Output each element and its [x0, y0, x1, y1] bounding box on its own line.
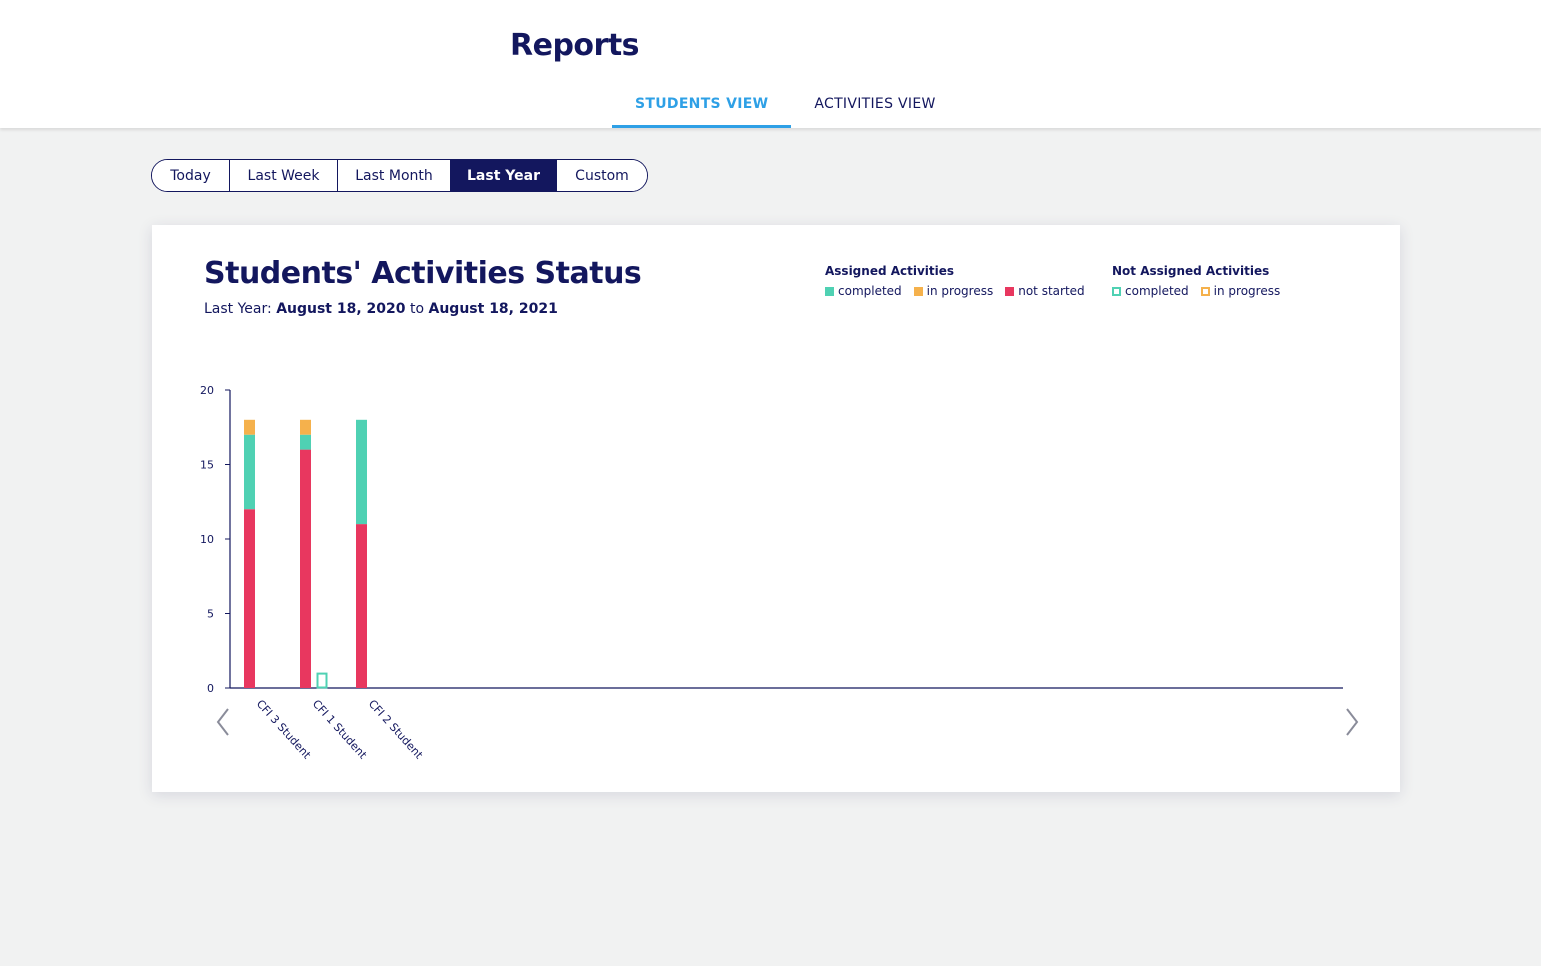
y-tick-label: 20 [200, 384, 214, 397]
range-last-month-button[interactable]: Last Month [338, 160, 451, 191]
y-tick-label: 10 [200, 533, 214, 546]
legend-hollow-in-progress-swatch [1200, 286, 1210, 296]
chart-subtitle: Last Year: August 18, 2020 to August 18,… [204, 301, 558, 317]
legend-assigned-completed: completed [825, 284, 902, 298]
range-custom-button[interactable]: Custom [557, 160, 647, 191]
page-title: Reports [510, 28, 640, 63]
bar-segment [356, 524, 367, 688]
legend-label: not started [1018, 284, 1085, 298]
legend-not-started-swatch [1005, 286, 1015, 296]
chart-prev-arrow[interactable] [212, 705, 236, 739]
bar-segment [300, 419, 311, 435]
date-range-selector: Today Last Week Last Month Last Year Cus… [151, 159, 648, 192]
x-tick-label: CFI 2 Student [366, 697, 426, 762]
chevron-left-icon [216, 708, 229, 736]
end-date: August 18, 2021 [428, 301, 558, 317]
legend-label: completed [1125, 284, 1189, 298]
legend-assigned-not-started: not started [1005, 284, 1085, 298]
bar-segment [356, 419, 367, 525]
chevron-right-icon [1346, 708, 1359, 736]
header: Reports STUDENTS VIEW ACTIVITIES VIEW [0, 0, 1541, 128]
legend-not-assigned: Not Assigned Activities completed in pro… [1112, 264, 1292, 298]
range-last-year-button[interactable]: Last Year [451, 160, 557, 191]
y-tick-label: 15 [200, 459, 214, 472]
legend-hollow-completed-swatch [1112, 286, 1121, 296]
legend-not-assigned-completed: completed [1112, 284, 1189, 298]
legend-label: in progress [926, 284, 994, 298]
legend-completed-swatch [825, 286, 834, 296]
chart-next-arrow[interactable] [1339, 705, 1363, 739]
bar-segment [244, 434, 255, 510]
y-tick-label: 0 [207, 682, 214, 695]
legend-label: completed [838, 284, 902, 298]
report-card: Students' Activities Status Last Year: A… [152, 225, 1400, 792]
legend-label: in progress [1213, 284, 1281, 298]
subtitle-prefix: Last Year: [204, 301, 272, 317]
legend-not-assigned-title: Not Assigned Activities [1112, 264, 1270, 278]
bar-segment-not-assigned [316, 672, 328, 689]
tab-activities-view[interactable]: ACTIVITIES VIEW [814, 96, 936, 112]
legend-in-progress-swatch [913, 286, 923, 296]
x-tick-label: CFI 3 Student [254, 697, 314, 762]
legend-assigned-in-progress: in progress [913, 284, 994, 298]
bar-segment [300, 449, 311, 688]
range-last-week-button[interactable]: Last Week [230, 160, 338, 191]
range-today-button[interactable]: Today [152, 160, 230, 191]
x-tick-label: CFI 1 Student [310, 697, 370, 762]
start-date: August 18, 2020 [276, 301, 406, 317]
legend-assigned: Assigned Activities completed in progres… [825, 264, 1097, 298]
y-tick-label: 5 [207, 608, 214, 621]
tab-students-view[interactable]: STUDENTS VIEW [612, 88, 792, 128]
subtitle-joiner: to [409, 301, 425, 317]
legend-assigned-title: Assigned Activities [825, 264, 955, 278]
legend-not-assigned-in-progress: in progress [1200, 284, 1281, 298]
bar-segment [300, 434, 311, 450]
bar-segment [244, 419, 255, 435]
view-tabs: STUDENTS VIEW ACTIVITIES VIEW [612, 88, 959, 128]
chart-title: Students' Activities Status [204, 256, 642, 291]
bar-segment [244, 509, 255, 688]
